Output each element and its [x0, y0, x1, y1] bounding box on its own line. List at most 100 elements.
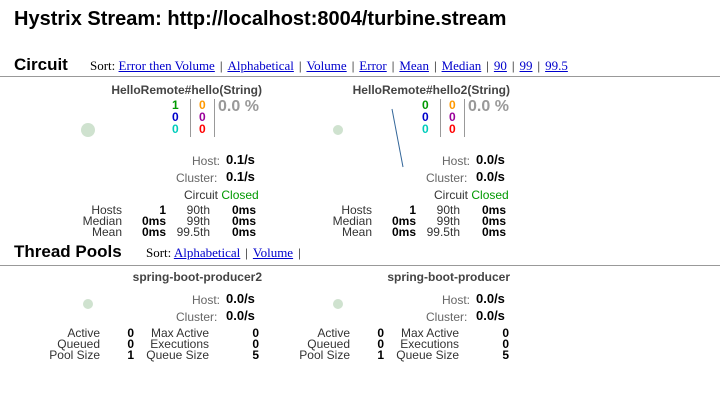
error-percentage: 0.0 %: [468, 98, 509, 115]
stat-label: 90th: [436, 203, 460, 217]
sort-label: Sort:: [146, 245, 172, 260]
circuit-label: Circuit: [434, 188, 469, 202]
stat-label: 99.5th: [176, 225, 210, 239]
sort-mean-link[interactable]: Mean: [399, 58, 429, 73]
threadpool-divider: [0, 265, 720, 266]
sort-label: Sort:: [90, 58, 116, 73]
short-circuited-count: 0: [172, 110, 179, 124]
threadpool-name: spring-boot-producer: [387, 270, 510, 284]
timeout-count: 0: [449, 98, 456, 112]
circuit-status-value: Closed: [221, 188, 259, 202]
bad-request-count: 0: [422, 122, 429, 136]
host-label: Host:: [442, 154, 471, 168]
stat-value: 1: [409, 203, 416, 217]
stat-label: Hosts: [341, 203, 372, 217]
sort-alphabetical-link[interactable]: Alphabetical: [227, 58, 294, 73]
circuit-status: Circuit Closed: [184, 188, 259, 202]
circuit-label: Circuit: [184, 188, 219, 202]
circuit-status-value: Closed: [471, 188, 509, 202]
stat-value: 0: [127, 326, 134, 340]
sort-median-link[interactable]: Median: [441, 58, 482, 73]
circuit-counts-right: 0 0 0: [449, 99, 456, 135]
stat-value: 1: [127, 348, 134, 362]
stat-label: 99.5th: [426, 225, 460, 239]
cluster-label: Cluster:: [426, 310, 468, 324]
host-label: Host:: [192, 293, 221, 307]
cluster-label: Cluster:: [176, 171, 218, 185]
stat-label: Queued: [57, 337, 100, 351]
counts-divider: [190, 99, 191, 137]
host-label: Host:: [192, 154, 221, 168]
stat-value: 0ms: [481, 225, 506, 239]
stat-label: Median: [82, 214, 122, 228]
failure-count: 0: [199, 122, 206, 136]
counts-divider: [214, 99, 215, 137]
failure-count: 0: [449, 122, 456, 136]
stat-label: Active: [67, 326, 100, 340]
page-title: Hystrix Stream: http://localhost:8004/tu…: [14, 8, 507, 30]
stat-label: Active: [317, 326, 350, 340]
stat-value: 0ms: [391, 214, 416, 228]
circuit-card: HelloRemote#hello2(String) 0 0 0 0 0 0 0…: [262, 83, 512, 238]
stat-value: 0ms: [141, 214, 166, 228]
circuit-status: Circuit Closed: [434, 188, 509, 202]
stat-value: 0: [502, 337, 509, 351]
bad-request-count: 0: [172, 122, 179, 136]
host-rate: 0.0/s: [476, 152, 505, 167]
stat-label: Max Active: [400, 326, 459, 340]
sort-volume-link[interactable]: Volume: [252, 245, 294, 260]
sort-alphabetical-link[interactable]: Alphabetical: [173, 245, 241, 260]
host-rate: 0.1/s: [226, 152, 255, 167]
cluster-rate: 0.0/s: [476, 169, 505, 184]
host-label: Host:: [442, 293, 471, 307]
short-circuited-count: 0: [422, 110, 429, 124]
success-count: 1: [172, 98, 179, 112]
circuit-divider: [0, 76, 720, 77]
stat-value: 0: [127, 337, 134, 351]
cluster-label: Cluster:: [176, 310, 218, 324]
stat-value: 0ms: [231, 225, 256, 239]
stat-value: 0: [377, 337, 384, 351]
circuit-counts-left: 0 0 0: [422, 99, 429, 135]
circuit-sparkline: [391, 108, 404, 168]
stat-value: 0ms: [141, 225, 166, 239]
sort-error-then-volume-link[interactable]: Error then Volume: [118, 58, 215, 73]
stat-label: Max Active: [150, 326, 209, 340]
stat-label: Queue Size: [146, 348, 209, 362]
stat-value: 0: [377, 326, 384, 340]
threadpool-health-bubble: [333, 299, 343, 309]
sort-995-link[interactable]: 99.5: [545, 58, 568, 73]
sort-error-link[interactable]: Error: [359, 58, 387, 73]
cluster-label: Cluster:: [426, 171, 468, 185]
cluster-rate: 0.0/s: [476, 308, 505, 323]
circuit-counts-left: 1 0 0: [172, 99, 179, 135]
error-percentage: 0.0 %: [218, 98, 259, 115]
host-rate: 0.0/s: [476, 291, 505, 306]
circuit-section-title: Circuit: [14, 55, 68, 74]
circuit-counts-right: 0 0 0: [199, 99, 206, 135]
stat-value: 0: [252, 337, 259, 351]
threadpool-name: spring-boot-producer2: [132, 270, 262, 284]
host-rate: 0.0/s: [226, 291, 255, 306]
stat-label: 99th: [186, 214, 210, 228]
stat-label: 90th: [186, 203, 210, 217]
threadpool-health-bubble: [83, 299, 93, 309]
stat-value: 0ms: [231, 203, 256, 217]
timeout-count: 0: [199, 98, 206, 112]
sort-volume-link[interactable]: Volume: [306, 58, 347, 73]
rejected-count: 0: [199, 110, 206, 124]
stat-value: 5: [502, 348, 509, 362]
circuit-health-bubble: [81, 123, 95, 137]
sort-99-link[interactable]: 99: [519, 58, 533, 73]
cluster-rate: 0.1/s: [226, 169, 255, 184]
threadpool-card: spring-boot-producer2 Host: 0.0/s Cluste…: [12, 270, 262, 365]
latency-stats: Hosts 1 90th 0ms Median 0ms 99th 0ms Mea…: [328, 203, 506, 239]
sparkline-trace: [391, 108, 404, 168]
stat-label: Pool Size: [299, 348, 350, 362]
stat-value: 0ms: [231, 214, 256, 228]
threadpool-section-title: Thread Pools: [14, 242, 122, 261]
stat-label: Executions: [400, 337, 459, 351]
sort-90-link[interactable]: 90: [493, 58, 507, 73]
latency-stats: Hosts 1 90th 0ms Median 0ms 99th 0ms Mea…: [78, 203, 256, 239]
threadpool-stats: Active 0 Max Active 0 Queued 0 Execution…: [42, 326, 259, 362]
